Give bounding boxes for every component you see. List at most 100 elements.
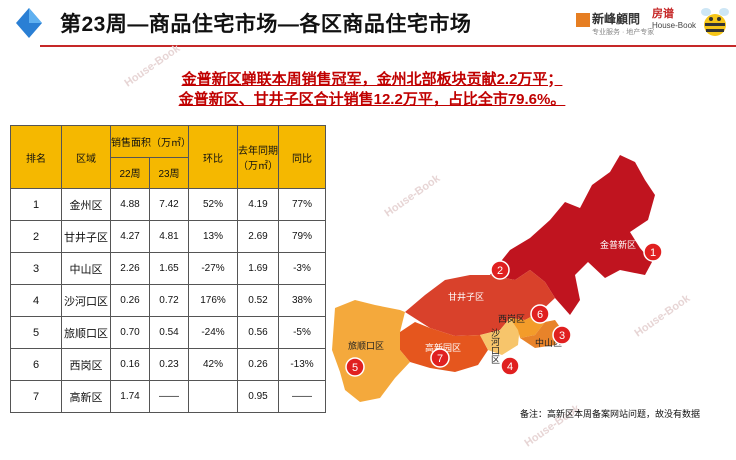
cell-w23: 0.72 (149, 284, 189, 317)
svg-text:5: 5 (352, 362, 358, 374)
cell-w22: 0.26 (110, 284, 150, 317)
map-label-ganjingzi: 甘井子区 (448, 291, 484, 302)
cell-yoy: 38% (278, 284, 326, 317)
cell-w23: 4.81 (149, 220, 189, 253)
header-divider (40, 45, 736, 47)
header-area: 区域 (61, 125, 111, 189)
cell-area: 金州区 (61, 188, 111, 221)
cell-yoy: -3% (278, 252, 326, 285)
xinfeng-logo-icon (576, 12, 590, 27)
cell-ring: 176% (188, 284, 238, 317)
cell-ly: 1.69 (237, 252, 279, 285)
cell-ring: -27% (188, 252, 238, 285)
table-row: 1 金州区 4.88 7.42 52% 4.19 77% (10, 188, 326, 221)
header-last-year: 去年同期（万㎡） (237, 125, 279, 189)
header-sales-area: 销售面积（万㎡） (110, 125, 191, 158)
svg-text:4: 4 (507, 361, 513, 373)
map-label-zhongshan: 中山区 (535, 337, 562, 348)
map-label-jinpu: 金普新区 (600, 239, 636, 250)
map-region-gaoxin (400, 322, 488, 372)
cell-yoy: —— (278, 380, 326, 413)
cell-rank: 4 (10, 284, 62, 317)
header-week22: 22周 (110, 156, 150, 189)
cell-yoy: 79% (278, 220, 326, 253)
housebook-logo: 房谱 House-Book (652, 8, 697, 30)
cell-rank: 3 (10, 252, 62, 285)
headline-line-2: 金普新区、甘井子区合计销售12.2万平，占比全市79.6%。 (178, 91, 566, 108)
cell-rank: 1 (10, 188, 62, 221)
cell-ring: 52% (188, 188, 238, 221)
cell-ring: 13% (188, 220, 238, 253)
rank-badge-1: 1 (643, 242, 663, 262)
rank-badge-6: 6 (530, 304, 550, 324)
cell-area: 高新区 (61, 380, 111, 413)
svg-text:7: 7 (437, 353, 443, 365)
rank-badge-7: 7 (430, 348, 450, 368)
cell-rank: 6 (10, 348, 62, 381)
headline: 金普新区蝉联本周销售冠军，金州北部板块贡献2.2万平； 金普新区、甘井子区合计销… (152, 70, 592, 110)
headline-line-1: 金普新区蝉联本周销售冠军，金州北部板块贡献2.2万平； (181, 71, 563, 88)
cell-w22: 1.74 (110, 380, 150, 413)
cell-rank: 2 (10, 220, 62, 253)
rank-badge-4: 4 (500, 356, 520, 376)
cell-w23: —— (149, 380, 189, 413)
cell-ly: 2.69 (237, 220, 279, 253)
cell-ly: 0.56 (237, 316, 279, 349)
cell-w23: 0.23 (149, 348, 189, 381)
cell-area: 甘井子区 (61, 220, 111, 253)
cell-ly: 0.52 (237, 284, 279, 317)
map-region-ganjingzi (405, 270, 555, 336)
table-row: 7 高新区 1.74 —— 0.95 —— (10, 380, 326, 413)
table-row: 5 旅顺口区 0.70 0.54 -24% 0.56 -5% (10, 316, 326, 349)
footnote: 备注：高新区本周备案网站问题，故没有数据 (520, 409, 701, 419)
table-row: 2 甘井子区 4.27 4.81 13% 2.69 79% (10, 220, 326, 253)
cell-area: 旅顺口区 (61, 316, 111, 349)
cell-ring: -24% (188, 316, 238, 349)
rank-badge-3: 3 (552, 325, 572, 345)
map-label-xigang: 西岗区 (498, 314, 525, 324)
table-row: 3 中山区 2.26 1.65 -27% 1.69 -3% (10, 252, 326, 285)
cell-w22: 0.70 (110, 316, 150, 349)
cell-ring (188, 380, 238, 413)
cell-w23: 7.42 (149, 188, 189, 221)
table-row: 6 西岗区 0.16 0.23 42% 0.26 -13% (10, 348, 326, 381)
cell-area: 西岗区 (61, 348, 111, 381)
cell-rank: 5 (10, 316, 62, 349)
cell-area: 中山区 (61, 252, 111, 285)
table-row: 4 沙河口区 0.26 0.72 176% 0.52 38% (10, 284, 326, 317)
map-region-lushunkou (332, 300, 410, 402)
cell-ly: 4.19 (237, 188, 279, 221)
svg-text:1: 1 (650, 247, 656, 259)
map-region-zhongshan (520, 320, 562, 348)
header-week23: 23周 (149, 156, 189, 189)
map-region-shahekou (480, 318, 520, 355)
svg-text:2: 2 (497, 265, 503, 277)
cell-ring: 42% (188, 348, 238, 381)
cell-w22: 2.26 (110, 252, 150, 285)
cell-rank: 7 (10, 380, 62, 413)
header-ring: 环比 (188, 125, 238, 189)
cell-ly: 0.26 (237, 348, 279, 381)
map-label-gaoxin: 高新园区 (425, 342, 461, 353)
map-label-lushunkou: 旅顺口区 (348, 340, 384, 351)
cell-yoy: -5% (278, 316, 326, 349)
cell-w23: 1.65 (149, 252, 189, 285)
cell-w23: 0.54 (149, 316, 189, 349)
rank-badge-2: 2 (490, 260, 510, 280)
cell-w22: 4.88 (110, 188, 150, 221)
cell-yoy: 77% (278, 188, 326, 221)
cell-w22: 0.16 (110, 348, 150, 381)
diamond-logo-icon (16, 8, 42, 38)
xinfeng-logo: 新峰顧問 专业服务 · 地产专家 (576, 10, 654, 37)
page-title: 第23周—商品住宅市场—各区商品住宅市场 (60, 13, 472, 36)
cell-yoy: -13% (278, 348, 326, 381)
cell-ly: 0.95 (237, 380, 279, 413)
district-map: 金普新区 甘井子区 西岗区 中山区 旅顺口区 高新园区 沙河口区 1 2 3 4… (332, 155, 663, 402)
map-label-shahekou: 沙河口区 (490, 328, 500, 364)
header-rank: 排名 (10, 125, 62, 189)
bee-mascot-icon (701, 8, 729, 36)
header-yoy: 同比 (278, 125, 326, 189)
header-bar: 第23周—商品住宅市场—各区商品住宅市场 新峰顧問 专业服务 · 地产专家 房谱… (0, 0, 736, 46)
rank-badge-5: 5 (345, 357, 365, 377)
